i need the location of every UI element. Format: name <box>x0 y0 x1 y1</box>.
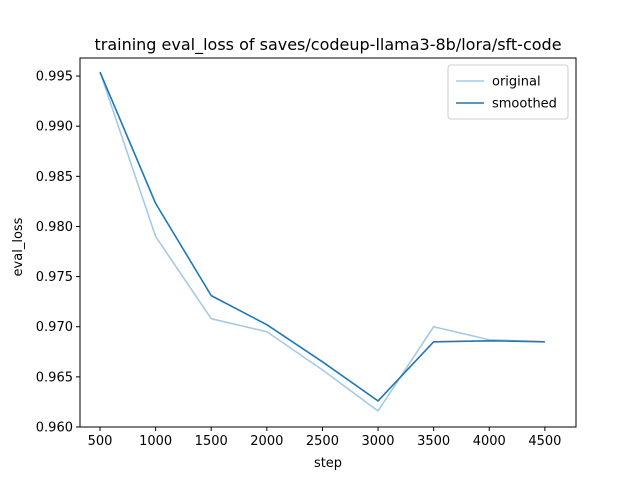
y-tick-label: 0.990 <box>36 120 73 135</box>
y-tick-label: 0.965 <box>36 370 73 385</box>
series-line-original <box>99 71 545 412</box>
y-tick-label: 0.960 <box>36 421 73 436</box>
y-tick-label: 0.970 <box>36 320 73 335</box>
x-tick-label: 3500 <box>417 434 450 449</box>
x-tick-label: 1000 <box>139 434 172 449</box>
legend-label-smoothed: smoothed <box>492 97 557 112</box>
plot-frame <box>79 57 577 428</box>
series-layer <box>99 71 545 412</box>
x-tick-label: 3000 <box>361 434 394 449</box>
x-tick-label: 2000 <box>250 434 283 449</box>
y-tick-label: 0.995 <box>36 70 73 85</box>
x-tick-label: 500 <box>88 434 113 449</box>
x-axis-label: step <box>314 456 342 471</box>
x-tick-label: 4500 <box>528 434 561 449</box>
x-tick-label: 2500 <box>306 434 339 449</box>
legend-box <box>447 64 569 120</box>
y-tick-label: 0.975 <box>36 270 73 285</box>
legend: original smoothed <box>447 64 569 120</box>
x-tick-label: 1500 <box>195 434 228 449</box>
chart-title: training eval_loss of saves/codeup-llama… <box>94 35 561 55</box>
y-axis-label: eval_loss <box>11 217 26 276</box>
y-tick-label: 0.980 <box>36 220 73 235</box>
y-tick-label: 0.985 <box>36 170 73 185</box>
axes-layer: 500 1000 1500 2000 2500 3000 3500 4000 4500 0.960… <box>36 57 577 449</box>
series-line-smoothed <box>99 71 545 402</box>
x-tick-label: 4000 <box>473 434 506 449</box>
legend-label-original: original <box>492 75 541 90</box>
